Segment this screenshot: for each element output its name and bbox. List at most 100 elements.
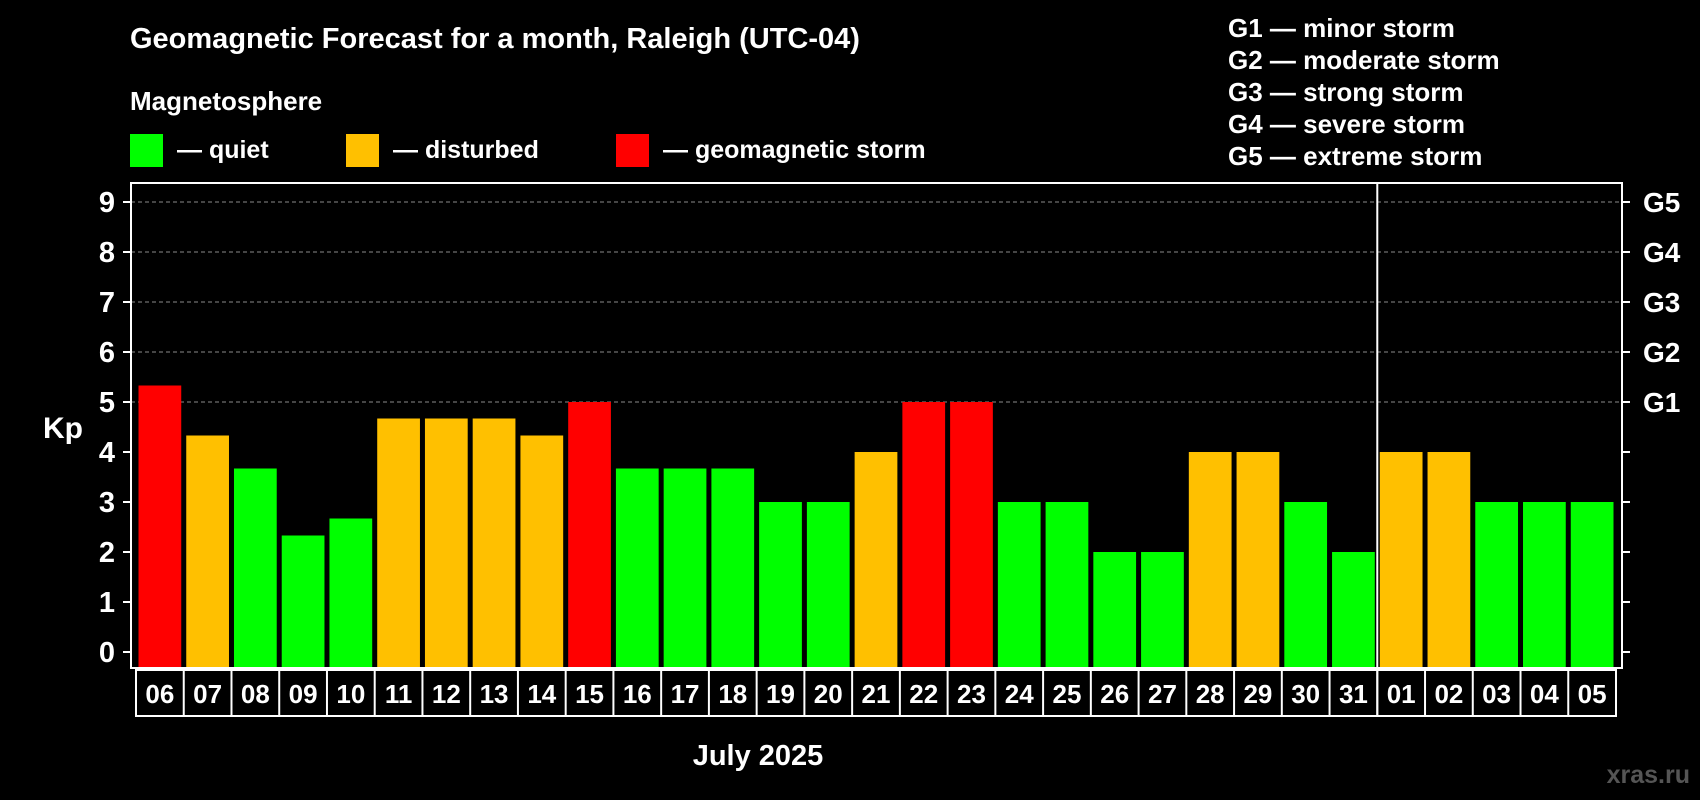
x-tick-label: 01 — [1387, 679, 1416, 709]
x-axis-label: July 2025 — [693, 740, 824, 772]
x-tick-label: 29 — [1243, 679, 1272, 709]
storm-level-label: G4 — [1643, 237, 1681, 268]
x-tick-label: 11 — [385, 679, 413, 709]
y-tick-label: 4 — [99, 437, 115, 469]
y-axis-right: G1 G2 G3 G4 G5 — [1622, 187, 1681, 653]
bar-03 — [1475, 502, 1519, 668]
x-tick-label: 02 — [1434, 679, 1463, 709]
x-tick-label: 28 — [1196, 679, 1225, 709]
x-tick-label: 16 — [623, 679, 652, 709]
x-tick-label: 26 — [1100, 679, 1129, 709]
x-tick-label: 03 — [1482, 679, 1511, 709]
y-tick-label: 5 — [99, 387, 115, 419]
x-tick-label: 04 — [1530, 679, 1559, 709]
bar-19 — [759, 502, 802, 668]
watermark: xras.ru — [1607, 761, 1690, 789]
bar-14 — [520, 435, 564, 668]
bar-13 — [472, 418, 516, 668]
x-tick-label: 22 — [909, 679, 938, 709]
legend-swatch-storm — [616, 134, 649, 167]
storm-scale-item: G4 — severe storm — [1228, 109, 1465, 139]
storm-scale-item: G2 — moderate storm — [1228, 45, 1500, 75]
bar-12 — [424, 418, 468, 668]
y-tick-label: 1 — [99, 587, 115, 619]
bar-30 — [1284, 502, 1328, 668]
x-tick-label: 23 — [957, 679, 986, 709]
bar-28 — [1188, 452, 1232, 668]
bar-16 — [615, 468, 659, 668]
x-tick-label: 24 — [1005, 679, 1034, 709]
x-tick-label: 18 — [718, 679, 747, 709]
bar-26 — [1093, 552, 1137, 668]
x-tick-label: 15 — [575, 679, 604, 709]
bar-08 — [233, 468, 277, 668]
x-tick-label: 07 — [193, 679, 222, 709]
legend-label-disturbed: — disturbed — [393, 136, 539, 164]
x-tick-label: 12 — [432, 679, 461, 709]
x-axis-box — [135, 669, 1617, 717]
bar-07 — [186, 435, 229, 668]
bar-10 — [329, 518, 373, 668]
y-axis-left: 0 1 2 3 4 5 6 7 8 9 — [99, 187, 131, 669]
storm-level-label: G1 — [1643, 387, 1680, 418]
storm-scale-item: G3 — strong storm — [1228, 77, 1463, 107]
bar-06 — [138, 385, 182, 668]
bar-18 — [711, 468, 755, 668]
legend-label-storm: — geomagnetic storm — [663, 136, 926, 164]
legend-swatch-quiet — [130, 134, 163, 167]
x-tick-label: 25 — [1053, 679, 1082, 709]
x-tick-label: 08 — [241, 679, 270, 709]
x-tick-label: 21 — [862, 679, 891, 709]
bar-22 — [902, 402, 946, 668]
bar-29 — [1236, 452, 1280, 668]
bar-01 — [1379, 452, 1423, 668]
storm-scale-item: G5 — extreme storm — [1228, 141, 1482, 171]
x-tick-label: 14 — [527, 679, 556, 709]
bar-25 — [1045, 502, 1089, 668]
x-axis: 06 07 08 09 10 11 12 13 14 15 16 17 18 19 20 21 22 23 24 25… — [135, 669, 1617, 717]
y-tick-label: 0 — [99, 637, 115, 669]
bar-09 — [281, 535, 325, 668]
storm-level-label: G2 — [1643, 337, 1680, 368]
bar-20 — [806, 502, 850, 668]
bar-15 — [568, 402, 611, 668]
y-tick-label: 9 — [99, 187, 115, 219]
legend-label-quiet: — quiet — [177, 136, 269, 164]
y-tick-label: 3 — [99, 487, 115, 519]
y-tick-label: 2 — [99, 537, 115, 569]
bars — [138, 385, 1614, 668]
storm-level-label: G5 — [1643, 187, 1680, 218]
y-tick-label: 8 — [99, 237, 115, 269]
y-tick-label: 7 — [99, 287, 115, 319]
x-tick-label: 13 — [480, 679, 509, 709]
grid — [131, 201, 1622, 403]
bar-17 — [663, 468, 707, 668]
x-tick-label: 09 — [289, 679, 318, 709]
x-tick-label: 30 — [1291, 679, 1320, 709]
x-tick-label: 27 — [1148, 679, 1177, 709]
x-tick-label: 05 — [1578, 679, 1607, 709]
legend: — quiet — disturbed — geomagnetic storm — [130, 134, 926, 167]
x-tick-label: 06 — [145, 679, 174, 709]
x-tick-label: 19 — [766, 679, 795, 709]
x-tick-label: 17 — [671, 679, 700, 709]
x-tick-label: 20 — [814, 679, 843, 709]
x-tick-label: 10 — [336, 679, 365, 709]
bar-04 — [1523, 502, 1566, 668]
bar-02 — [1427, 452, 1471, 668]
y-axis-label: Kp — [43, 412, 83, 445]
bar-31 — [1332, 552, 1375, 668]
legend-swatch-disturbed — [346, 134, 379, 167]
x-tick-label: 31 — [1339, 679, 1368, 709]
bar-05 — [1570, 502, 1614, 668]
legend-title: Magnetosphere — [130, 86, 322, 116]
bar-24 — [997, 502, 1041, 668]
bar-23 — [950, 402, 993, 668]
chart-title: Geomagnetic Forecast for a month, Raleig… — [130, 23, 860, 55]
plot-frame — [130, 182, 1623, 669]
storm-scale-item: G1 — minor storm — [1228, 13, 1455, 43]
storm-level-label: G3 — [1643, 287, 1680, 318]
bar-27 — [1141, 552, 1184, 668]
y-tick-label: 6 — [99, 337, 115, 369]
